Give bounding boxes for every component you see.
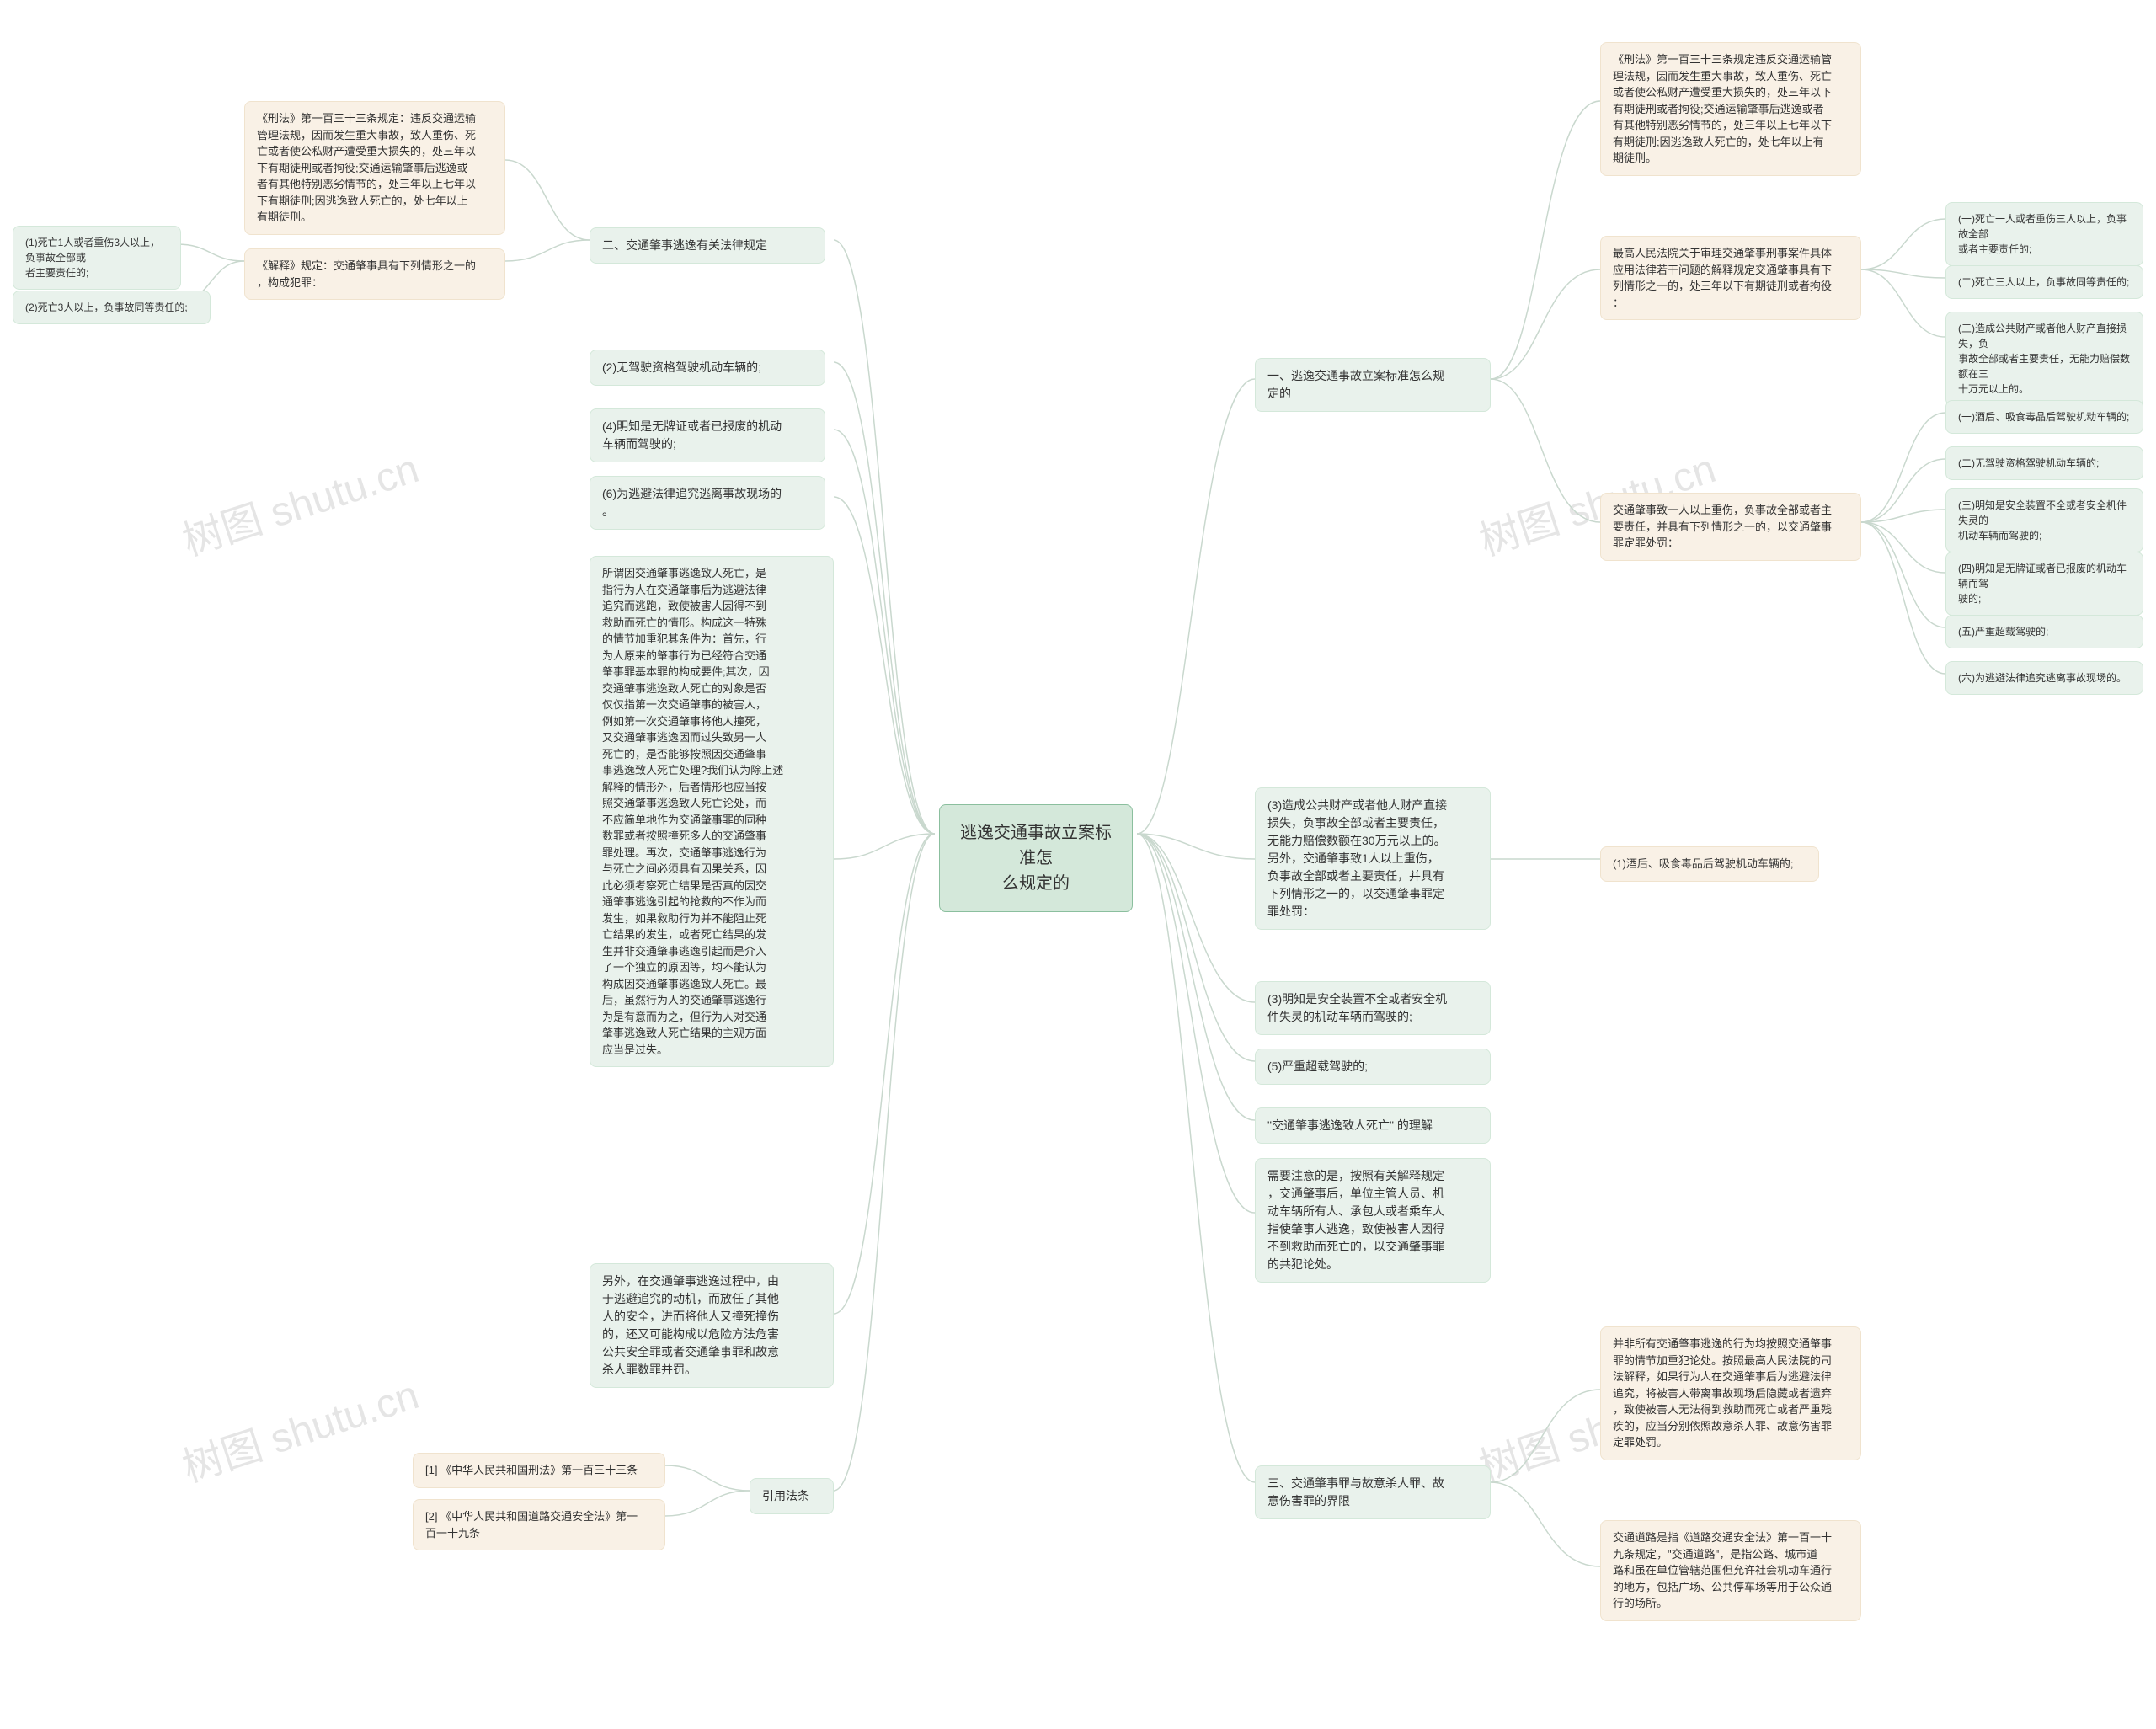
- node-l7a: [1] 《中华人民共和国刑法》第一百三十三条: [413, 1453, 665, 1488]
- node-r7: 三、交通肇事罪与故意杀人罪、故意伤害罪的界限: [1255, 1465, 1491, 1519]
- node-l1: 二、交通肇事逃逸有关法律规定: [590, 227, 825, 264]
- node-r1c3: (三)明知是安全装置不全或者安全机件失灵的机动车辆而驾驶的;: [1945, 488, 2143, 552]
- node-r7b: 交通道路是指《道路交通安全法》第一百一十九条规定，"交通道路"，是指公路、城市道…: [1600, 1520, 1861, 1621]
- node-r1c1: (一)酒后、吸食毒品后驾驶机动车辆的;: [1945, 400, 2143, 434]
- node-r1b1: (一)死亡一人或者重伤三人以上，负事故全部或者主要责任的;: [1945, 202, 2143, 266]
- node-l5: 所谓因交通肇事逃逸致人死亡，是指行为人在交通肇事后为逃避法律追究而逃跑，致使被害…: [590, 556, 834, 1067]
- node-r1b: 最高人民法院关于审理交通肇事刑事案件具体应用法律若干问题的解释规定交通肇事具有下…: [1600, 236, 1861, 320]
- node-l7: 引用法条: [750, 1478, 834, 1514]
- watermark: 树图 shutu.cn: [173, 1362, 424, 1493]
- node-r1b2: (二)死亡三人以上，负事故同等责任的;: [1945, 265, 2143, 299]
- node-r1c5: (五)严重超载驾驶的;: [1945, 615, 2143, 648]
- node-r6: 需要注意的是，按照有关解释规定，交通肇事后，单位主管人员、机动车辆所有人、承包人…: [1255, 1158, 1491, 1283]
- node-r2a: (1)酒后、吸食毒品后驾驶机动车辆的;: [1600, 846, 1819, 882]
- node-r4: (5)严重超载驾驶的;: [1255, 1049, 1491, 1085]
- node-r7a: 并非所有交通肇事逃逸的行为均按照交通肇事罪的情节加重犯论处。按照最高人民法院的司…: [1600, 1326, 1861, 1460]
- node-r5: "交通肇事逃逸致人死亡" 的理解: [1255, 1107, 1491, 1144]
- node-l4: (6)为逃避法律追究逃离事故现场的。: [590, 476, 825, 530]
- node-l1a: 《刑法》第一百三十三条规定：违反交通运输管理法规，因而发生重大事故，致人重伤、死…: [244, 101, 505, 235]
- node-l6: 另外，在交通肇事逃逸过程中，由于逃避追究的动机，而放任了其他人的安全，进而将他人…: [590, 1263, 834, 1388]
- center-node: 逃逸交通事故立案标准怎 么规定的: [939, 804, 1133, 912]
- center-line1: 逃逸交通事故立案标准怎: [960, 824, 1112, 867]
- node-r1c: 交通肇事致一人以上重伤，负事故全部或者主要责任，并具有下列情形之一的，以交通肇事…: [1600, 493, 1861, 561]
- node-r1b3: (三)造成公共财产或者他人财产直接损失，负事故全部或者主要责任，无能力赔偿数额在…: [1945, 312, 2143, 406]
- node-r2: (3)造成公共财产或者他人财产直接损失，负事故全部或者主要责任，无能力赔偿数额在…: [1255, 787, 1491, 930]
- watermark: 树图 shutu.cn: [173, 435, 424, 567]
- node-l7b: [2] 《中华人民共和国道路交通安全法》第一百一十九条: [413, 1499, 665, 1550]
- center-line2: 么规定的: [1002, 874, 1070, 893]
- node-r1c2: (二)无驾驶资格驾驶机动车辆的;: [1945, 446, 2143, 480]
- node-l2: (2)无驾驶资格驾驶机动车辆的;: [590, 350, 825, 386]
- node-r1c4: (四)明知是无牌证或者已报废的机动车辆而驾驶的;: [1945, 552, 2143, 616]
- node-r1c6: (六)为逃避法律追究逃离事故现场的。: [1945, 661, 2143, 695]
- node-l3: (4)明知是无牌证或者已报废的机动车辆而驾驶的;: [590, 408, 825, 462]
- node-r1: 一、逃逸交通事故立案标准怎么规定的: [1255, 358, 1491, 412]
- node-r3: (3)明知是安全装置不全或者安全机件失灵的机动车辆而驾驶的;: [1255, 981, 1491, 1035]
- node-r1a: 《刑法》第一百三十三条规定违反交通运输管理法规，因而发生重大事故，致人重伤、死亡…: [1600, 42, 1861, 176]
- node-l1b1: (1)死亡1人或者重伤3人以上，负事故全部或者主要责任的;: [13, 226, 181, 290]
- node-l1b2: (2)死亡3人以上，负事故同等责任的;: [13, 291, 211, 324]
- node-l1b: 《解释》规定：交通肇事具有下列情形之一的，构成犯罪：: [244, 248, 505, 300]
